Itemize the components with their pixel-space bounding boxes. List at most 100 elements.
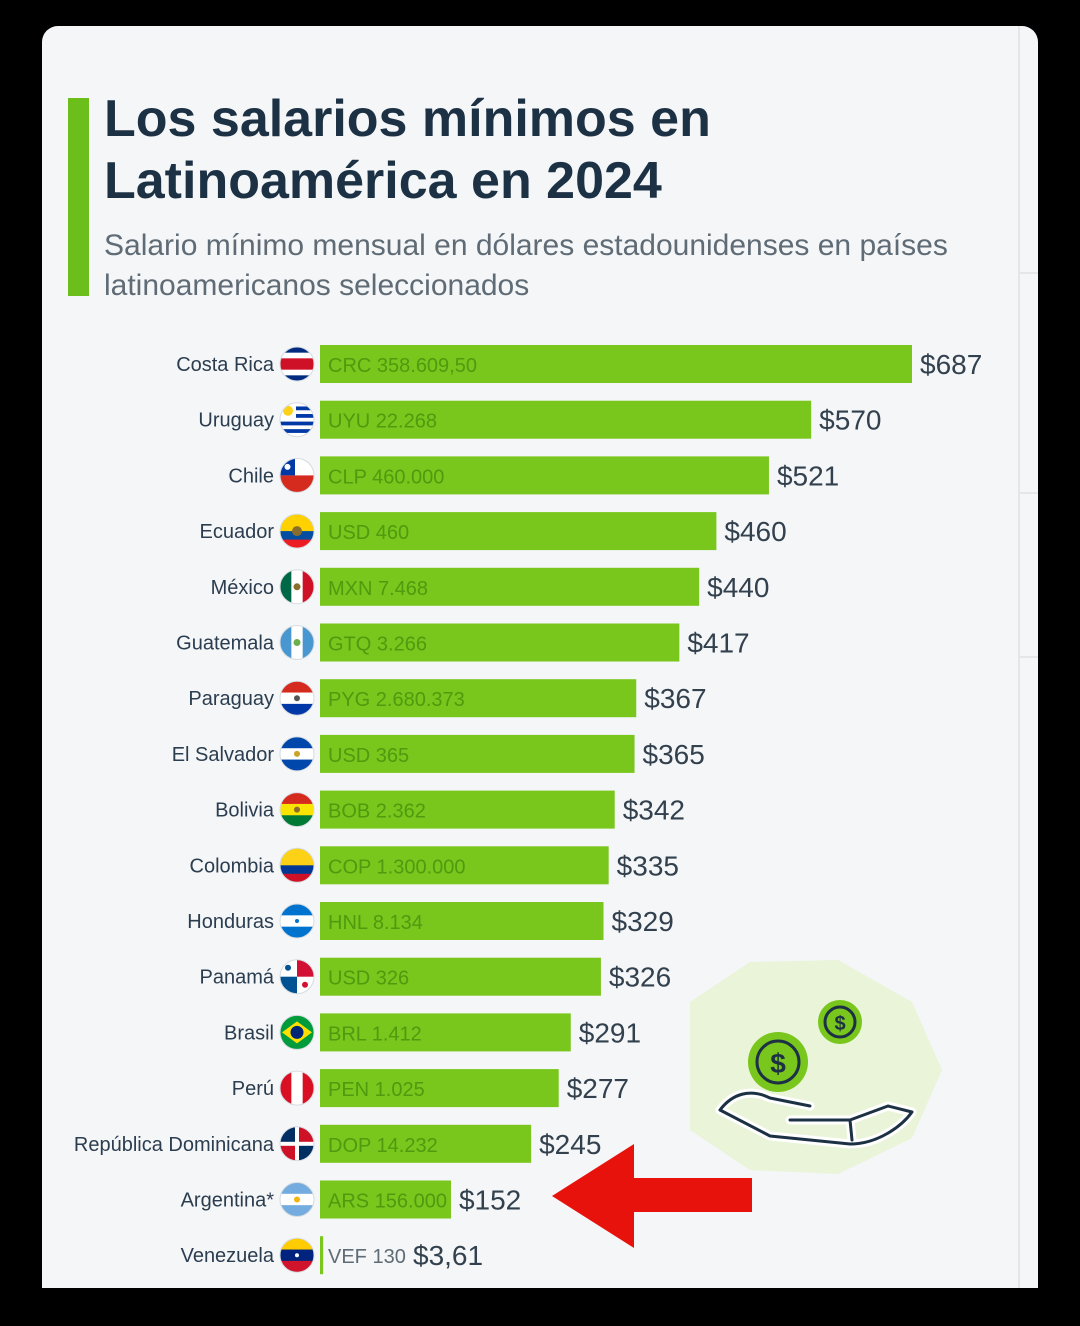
category-label: Paraguay: [188, 688, 274, 710]
value-label: $152: [459, 1185, 521, 1216]
bar: [320, 790, 615, 829]
local-currency-label: CLP 460.000: [328, 466, 444, 488]
category-label: Bolivia: [215, 800, 275, 822]
bar: [320, 345, 912, 383]
value-label: $329: [612, 906, 674, 937]
local-currency-label: ARS 156.000: [328, 1191, 447, 1213]
local-currency-label: UYU 22.268: [328, 411, 437, 433]
category-label: República Dominicana: [74, 1134, 275, 1156]
flag-icon-republica-dominicana: [279, 1126, 315, 1162]
bar-row: Costa Rica CRC 358.609,50 $687: [176, 345, 982, 383]
chart-subtitle: Salario mínimo mensual en dólares estado…: [104, 229, 948, 302]
bar-row: Paraguay PYG 2.680.373 $367: [188, 679, 707, 718]
local-currency-label: MXN 7.468: [328, 578, 428, 600]
category-label: Colombia: [190, 855, 275, 877]
flag-icon-mexico: [279, 569, 315, 605]
category-label: Guatemala: [176, 633, 275, 655]
bar: [320, 567, 700, 606]
bar-row: Chile CLP 460.000 $521: [228, 456, 839, 495]
category-label: Chile: [228, 465, 274, 487]
value-label: $291: [579, 1017, 641, 1048]
bar: [320, 1236, 324, 1275]
category-label: Perú: [232, 1078, 274, 1100]
local-currency-label: USD 460: [328, 522, 409, 544]
local-currency-label: HNL 8.134: [328, 912, 423, 934]
category-label: Venezuela: [181, 1245, 275, 1267]
bar: [320, 623, 680, 662]
category-label: Costa Rica: [176, 354, 275, 376]
value-label: $326: [609, 962, 671, 993]
local-currency-label: USD 365: [328, 745, 409, 767]
flag-icon-uruguay: [279, 402, 315, 438]
value-label: $245: [539, 1129, 601, 1160]
bar: [320, 1013, 571, 1052]
side-panel-edge: [1018, 26, 1038, 1288]
flag-icon-colombia: [279, 847, 315, 883]
arrow-left-icon: [552, 1144, 752, 1248]
bar-row: Bolivia BOB 2.362 $342: [215, 790, 685, 829]
flag-icon-paraguay: [279, 680, 315, 716]
chart-title: Los salarios mínimos en Latinoamérica en…: [104, 90, 711, 210]
category-label: El Salvador: [172, 744, 275, 766]
value-label: $440: [707, 572, 769, 603]
category-label: Brasil: [224, 1022, 274, 1044]
flag-icon-venezuela: [279, 1237, 315, 1273]
category-label: Argentina*: [181, 1190, 275, 1212]
coins-hand-icon: $ $: [690, 960, 942, 1174]
bar-row: Uruguay UYU 22.268 $570: [198, 400, 881, 439]
bar-row: México MXN 7.468 $440: [211, 567, 769, 606]
value-label: $365: [643, 739, 705, 770]
bar: [320, 846, 609, 885]
category-label: Ecuador: [200, 521, 275, 543]
local-currency-label: GTQ 3.266: [328, 634, 427, 656]
value-label: $277: [567, 1073, 629, 1104]
bar-row: Guatemala GTQ 3.266 $417: [176, 623, 750, 662]
flag-icon-panama: [279, 959, 315, 995]
local-currency-label: BOB 2.362: [328, 801, 426, 823]
value-label: $335: [617, 850, 679, 881]
bar-row: Venezuela VEF 130 $3,61: [181, 1236, 483, 1275]
value-label: $460: [724, 516, 786, 547]
bar: [320, 734, 635, 773]
value-label: $687: [920, 349, 982, 380]
bar-row: Brasil BRL 1.412 $291: [224, 1013, 641, 1052]
title-accent-bar: [68, 98, 89, 296]
bar: [320, 1069, 559, 1108]
flag-icon-chile: [279, 457, 315, 493]
flag-icon-brasil: [279, 1014, 315, 1050]
bar: [320, 679, 637, 718]
local-currency-label: DOP 14.232: [328, 1135, 438, 1157]
bar-row: Argentina* ARS 156.000 $152: [181, 1180, 521, 1219]
local-currency-label: PEN 1.025: [328, 1079, 425, 1101]
local-currency-label: USD 326: [328, 968, 409, 990]
value-label: $521: [777, 460, 839, 491]
svg-text:$: $: [834, 1013, 845, 1035]
flag-icon-honduras: [279, 903, 315, 939]
value-label: $3,61: [413, 1240, 483, 1271]
local-currency-label: BRL 1.412: [328, 1023, 422, 1045]
bar: [320, 1124, 532, 1163]
bar: [320, 1180, 451, 1219]
flag-icon-peru: [279, 1070, 315, 1106]
flag-icon-ecuador: [279, 513, 315, 549]
bar: [320, 456, 769, 495]
value-label: $570: [819, 405, 881, 436]
flag-icon-argentina: [279, 1182, 315, 1217]
bar-row: El Salvador USD 365 $365: [172, 734, 705, 773]
flag-icon-el-salvador: [279, 736, 315, 772]
local-currency-label: VEF 130: [328, 1246, 406, 1268]
bar: [320, 902, 604, 940]
bar-row: Ecuador USD 460 $460: [200, 512, 787, 551]
value-label: $417: [687, 628, 749, 659]
svg-text:$: $: [770, 1048, 786, 1079]
local-currency-label: CRC 358.609,50: [328, 355, 477, 377]
bar-row: Perú PEN 1.025 $277: [232, 1069, 629, 1108]
flag-icon-guatemala: [279, 625, 315, 660]
bar: [320, 512, 717, 551]
flag-icon-bolivia: [279, 792, 315, 828]
local-currency-label: COP 1.300.000: [328, 856, 466, 878]
bar: [320, 400, 812, 439]
flag-icon-costa-rica: [279, 346, 315, 382]
category-label: Uruguay: [198, 410, 274, 432]
